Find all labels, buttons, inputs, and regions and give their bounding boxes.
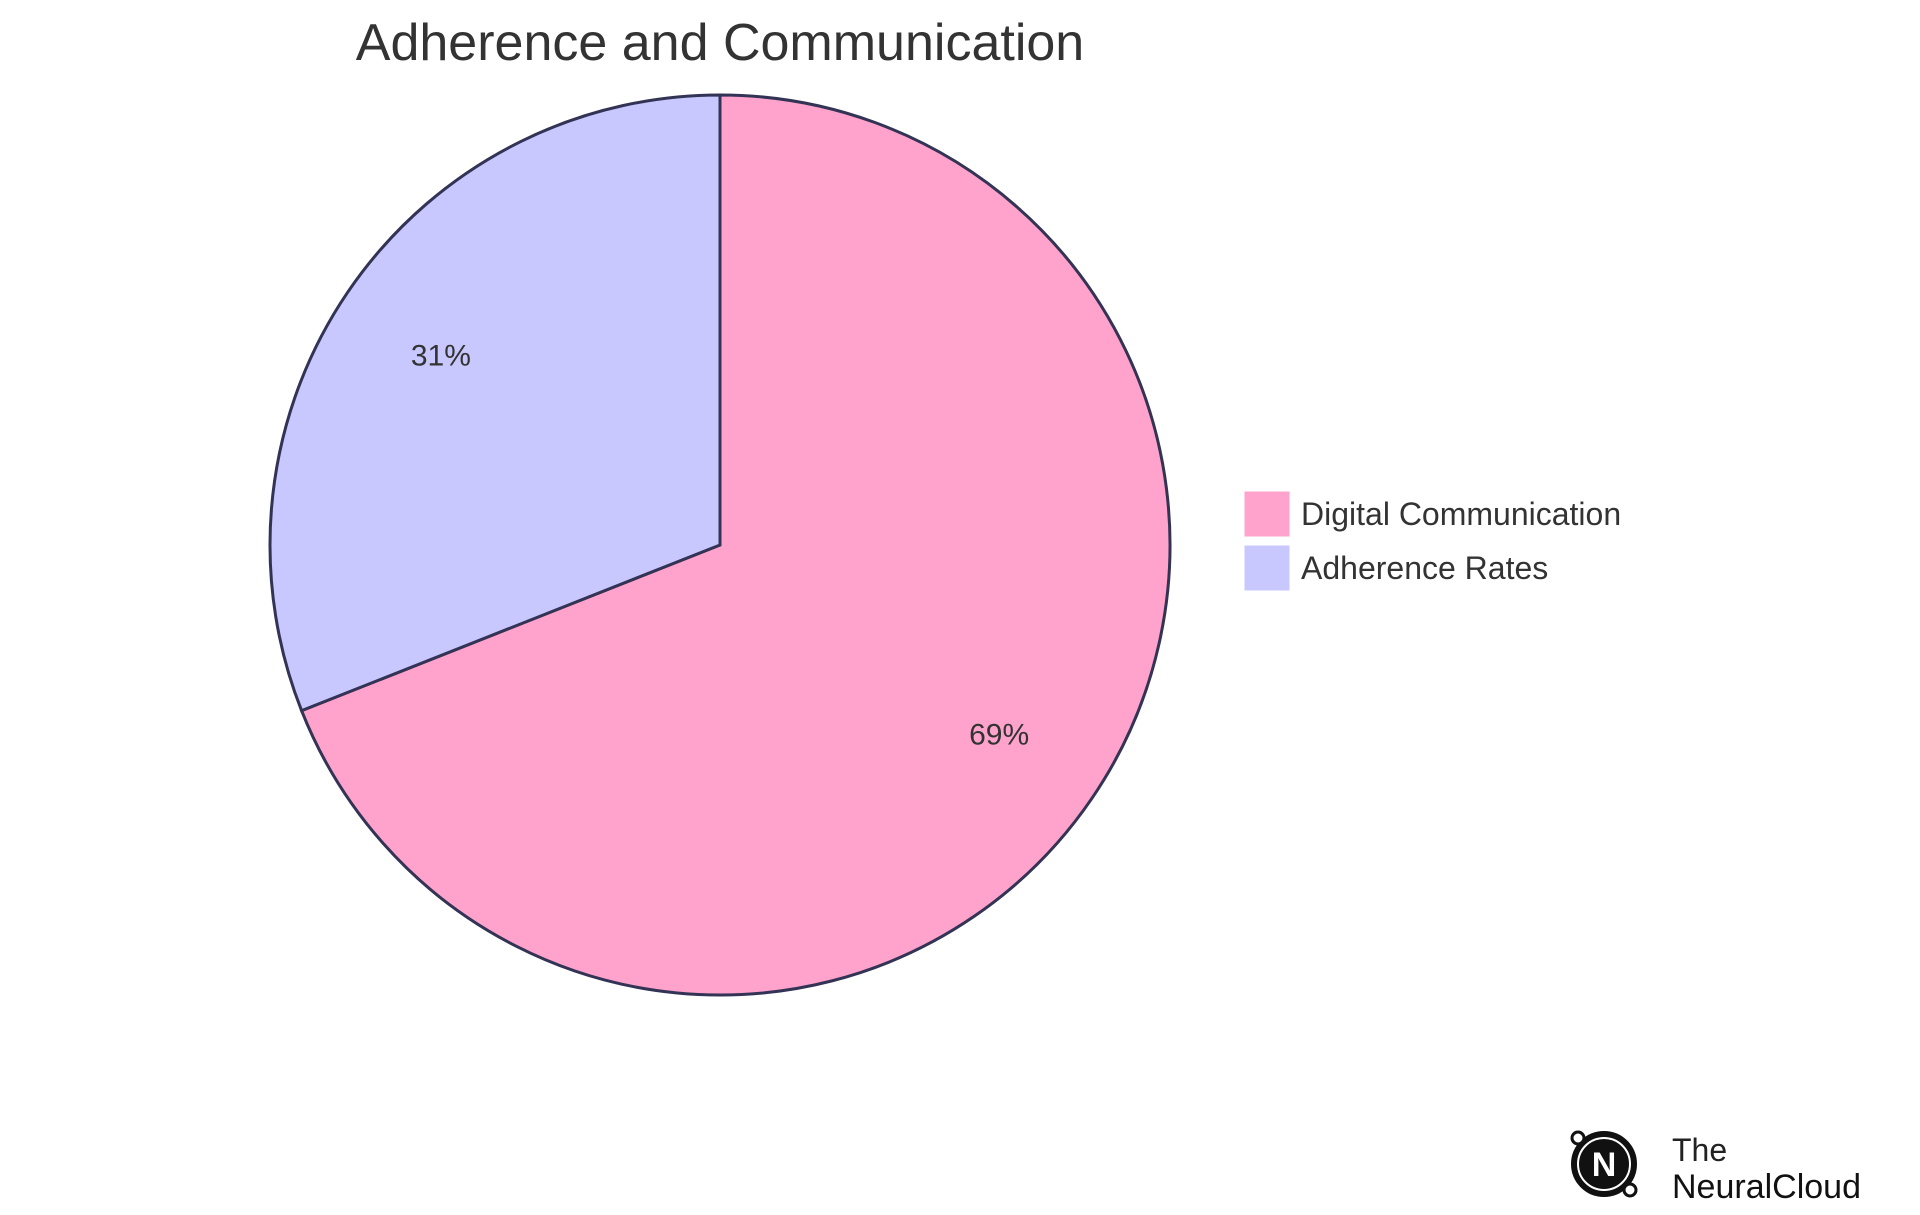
legend: Digital Communication Adherence Rates xyxy=(1244,491,1621,591)
legend-swatch-adherence-rates xyxy=(1244,545,1290,591)
neuralcloud-logo: N The NeuralCloud xyxy=(1560,1120,1900,1210)
logo-text-the: The xyxy=(1672,1132,1728,1168)
slice-label-adherence-rates: 31% xyxy=(411,339,471,372)
chart-title: Adherence and Communication xyxy=(356,14,1084,72)
logo-mark-letter: N xyxy=(1592,1146,1617,1184)
neuralcloud-logo-icon: N xyxy=(1570,1130,1638,1198)
legend-label-adherence-rates: Adherence Rates xyxy=(1301,550,1548,586)
legend-swatch-digital-communication xyxy=(1244,491,1290,537)
pie-slice-digital-communication xyxy=(299,93,1172,997)
legend-label-digital-communication: Digital Communication xyxy=(1301,496,1621,532)
pie-slices xyxy=(268,93,1172,997)
slice-labels: 69% 31% xyxy=(411,339,1029,751)
logo-text-neuralcloud: NeuralCloud xyxy=(1672,1168,1861,1206)
slice-label-digital-communication: 69% xyxy=(969,719,1029,752)
pie-slice-adherence-rates xyxy=(268,93,722,713)
